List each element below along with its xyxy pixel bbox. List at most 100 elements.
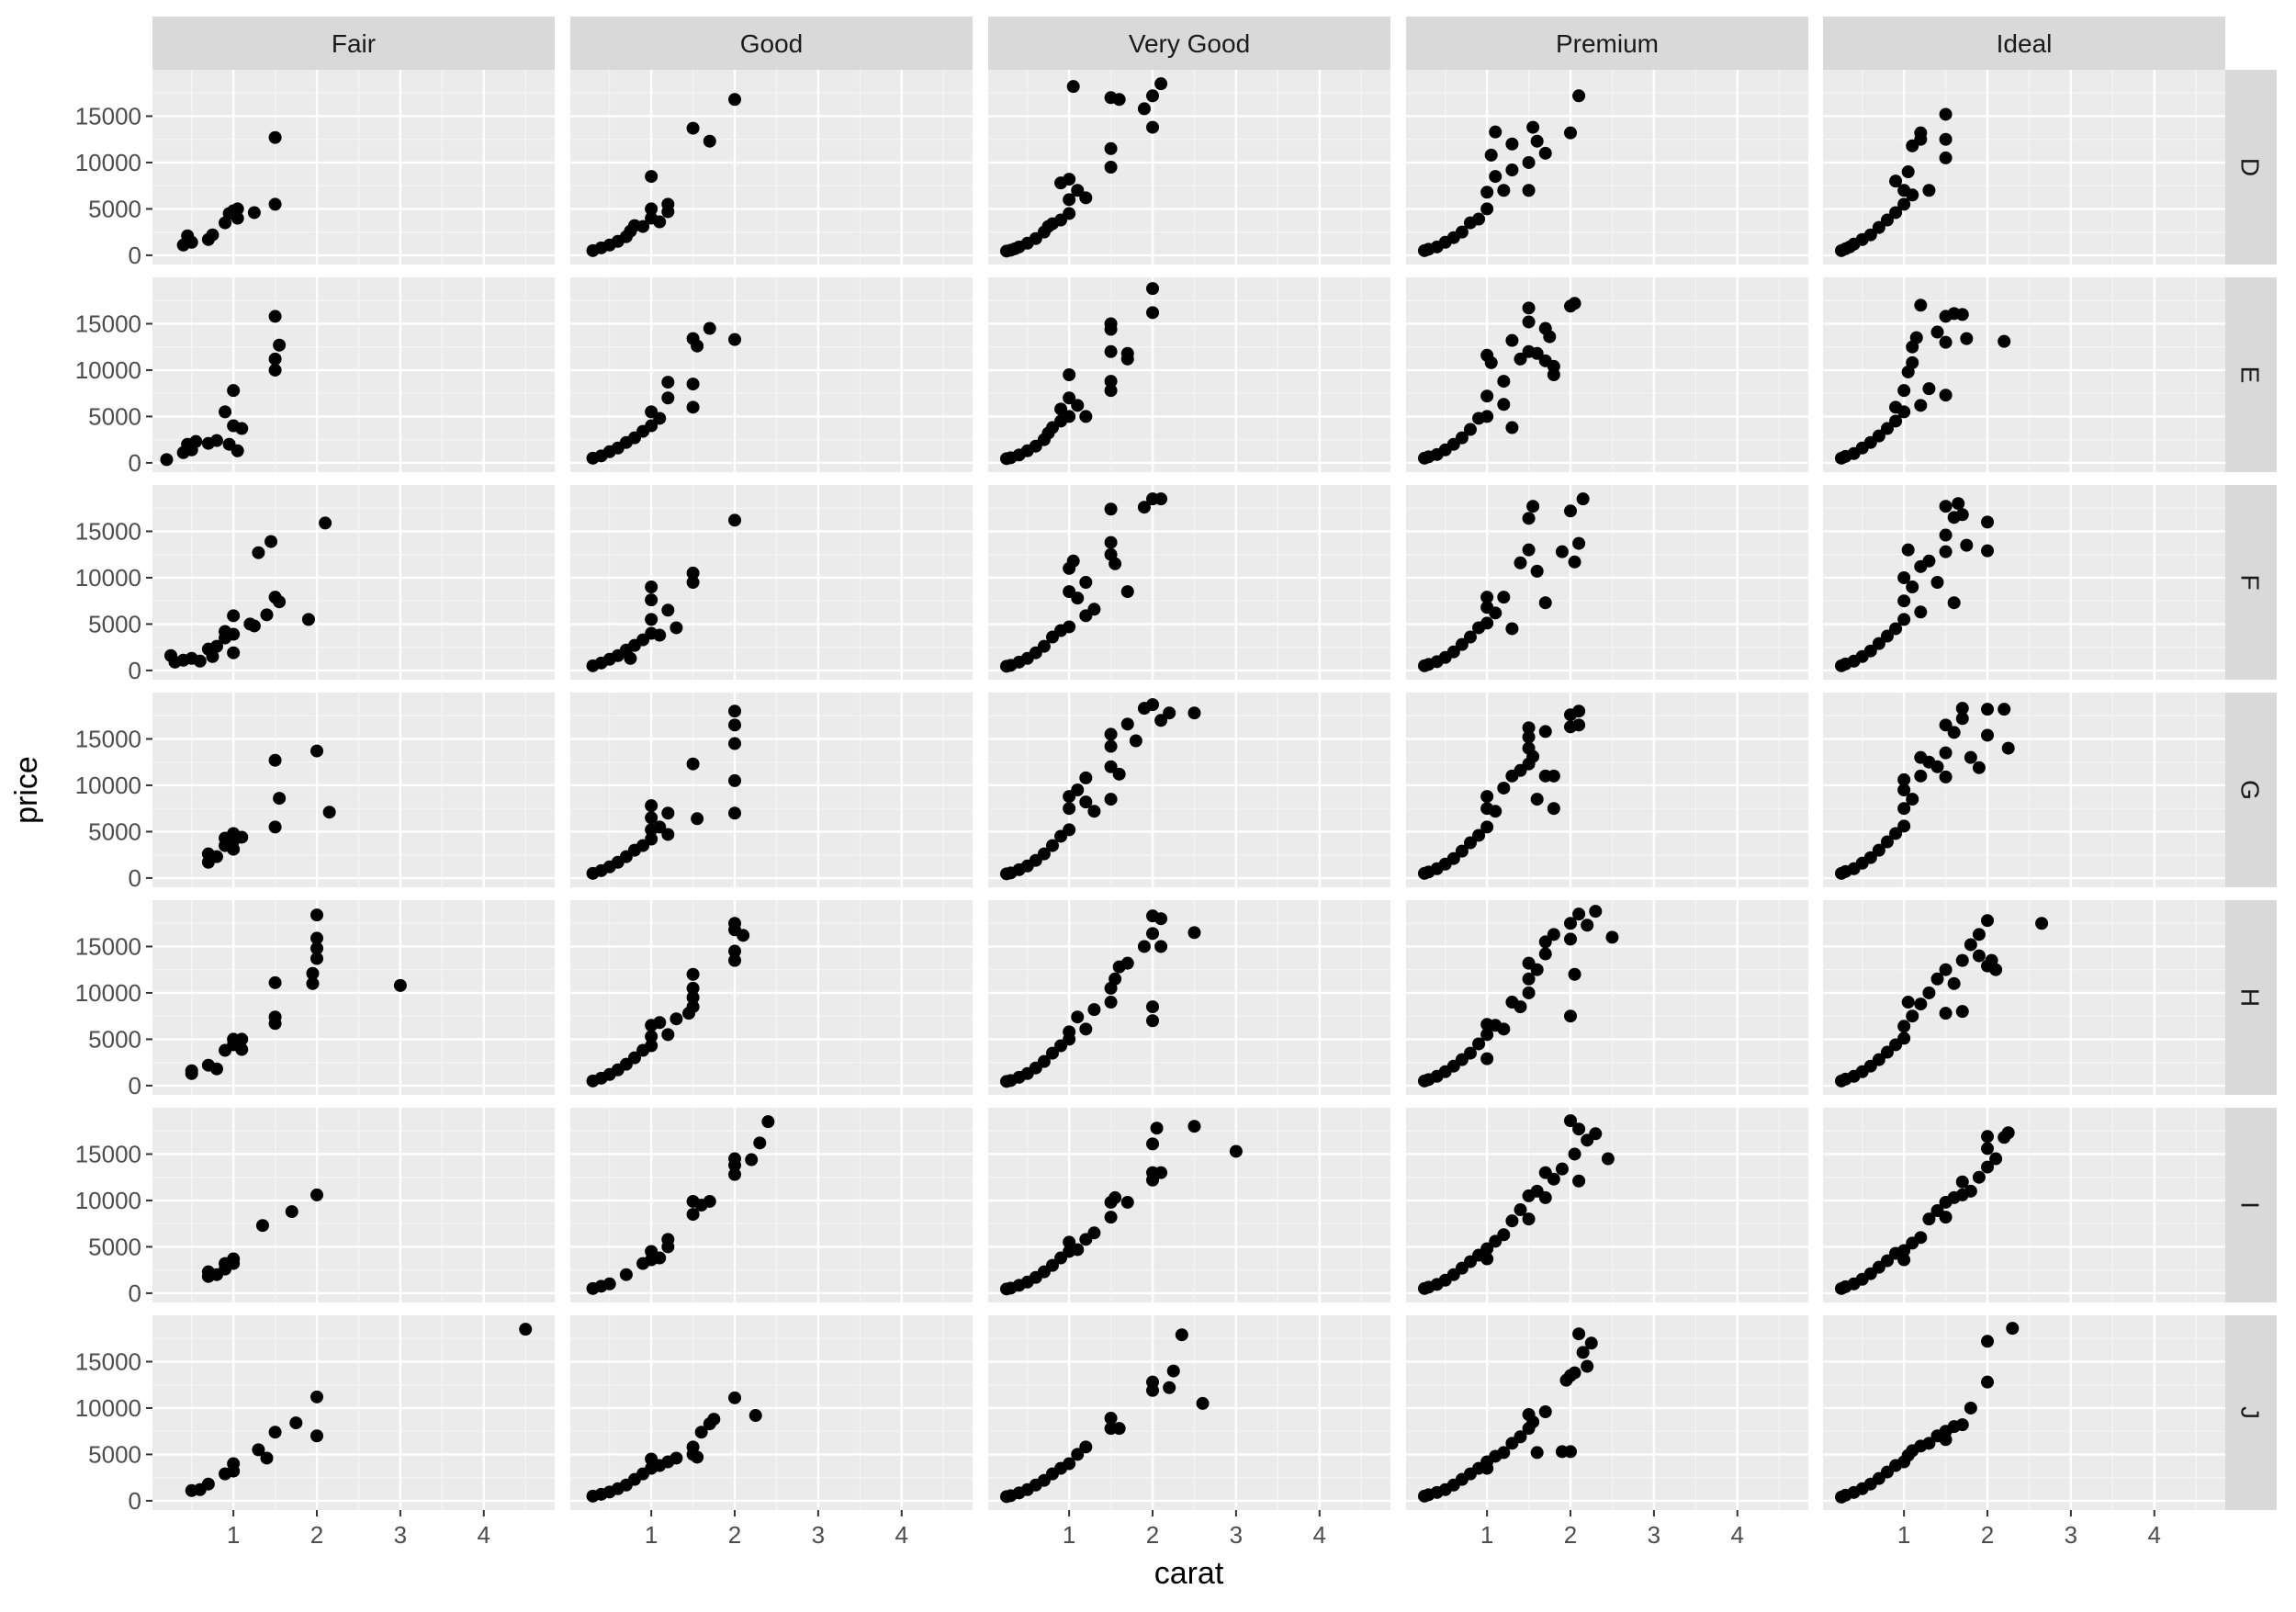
- data-point: [728, 953, 742, 967]
- data-point: [1480, 790, 1494, 804]
- data-point: [1872, 429, 1885, 443]
- col-strip-label: Good: [740, 29, 804, 58]
- data-point: [1922, 1437, 1936, 1450]
- x-tick-label: 2: [728, 1521, 741, 1549]
- data-point: [1146, 927, 1160, 941]
- data-point: [1497, 375, 1511, 389]
- data-point: [185, 235, 198, 249]
- data-point: [1972, 928, 1986, 941]
- data-point: [1981, 1375, 1995, 1389]
- data-point: [1522, 155, 1536, 169]
- data-point: [1489, 170, 1503, 184]
- data-point: [1112, 1422, 1126, 1436]
- data-point: [1964, 938, 1977, 952]
- data-point: [1480, 591, 1494, 604]
- data-point: [1530, 1446, 1544, 1460]
- data-point: [1906, 1009, 1919, 1023]
- data-point: [1071, 399, 1085, 412]
- data-point: [1897, 1031, 1911, 1045]
- data-point: [273, 595, 287, 609]
- row-strip: [2223, 1108, 2277, 1302]
- data-point: [1526, 120, 1540, 134]
- data-point: [1480, 202, 1494, 216]
- data-point: [247, 206, 261, 220]
- data-point: [1981, 1160, 1995, 1174]
- data-point: [1930, 760, 1944, 773]
- data-point: [1955, 1175, 1969, 1189]
- data-point: [1071, 783, 1085, 796]
- data-point: [653, 820, 667, 834]
- data-point: [653, 1251, 667, 1265]
- data-point: [691, 1450, 704, 1464]
- data-point: [1872, 220, 1885, 234]
- data-point: [1150, 1122, 1164, 1135]
- data-point: [1972, 761, 1986, 774]
- data-point: [670, 1451, 683, 1465]
- y-axis-title: price: [9, 756, 44, 824]
- data-point: [1538, 596, 1552, 610]
- data-point: [1063, 368, 1076, 381]
- data-point: [1187, 926, 1201, 940]
- data-point: [1530, 963, 1544, 976]
- y-tick-label: 5000: [88, 817, 141, 845]
- data-point: [1104, 141, 1118, 155]
- data-point: [728, 1391, 742, 1404]
- data-point: [761, 1115, 775, 1129]
- data-point: [1914, 299, 1928, 312]
- data-point: [1863, 228, 1877, 242]
- data-point: [1146, 282, 1160, 296]
- data-point: [235, 422, 249, 435]
- data-point: [1564, 504, 1578, 518]
- data-point: [1572, 718, 1586, 732]
- data-point: [1939, 770, 1953, 783]
- data-point: [1120, 585, 1134, 599]
- data-point: [1906, 188, 1919, 202]
- data-point: [1522, 986, 1536, 999]
- x-tick-label: 2: [1146, 1521, 1159, 1549]
- data-point: [661, 806, 675, 820]
- data-point: [1530, 346, 1544, 360]
- data-point: [1087, 1226, 1101, 1240]
- data-point: [728, 93, 742, 107]
- data-point: [1960, 332, 1974, 345]
- data-point: [1129, 734, 1142, 748]
- x-tick-label: 1: [1063, 1521, 1075, 1549]
- y-tick-label: 10000: [75, 979, 141, 1007]
- data-point: [1568, 967, 1581, 981]
- x-tick-label: 2: [1981, 1521, 1994, 1549]
- data-point: [1489, 125, 1503, 139]
- data-point: [602, 1277, 616, 1291]
- data-point: [227, 384, 241, 398]
- data-point: [1063, 410, 1076, 423]
- data-point: [686, 1440, 700, 1454]
- y-tick-label: 15000: [75, 1347, 141, 1375]
- data-point: [306, 976, 320, 990]
- y-tick-label: 0: [129, 657, 141, 684]
- data-point: [691, 812, 704, 826]
- data-point: [310, 1188, 324, 1201]
- data-point: [1045, 1258, 1059, 1272]
- data-point: [1104, 739, 1118, 753]
- data-point: [1071, 1243, 1085, 1257]
- data-point: [1526, 750, 1540, 763]
- data-point: [1897, 1253, 1911, 1267]
- y-tick-label: 0: [129, 242, 141, 269]
- data-point: [1522, 315, 1536, 329]
- data-point: [1897, 802, 1911, 816]
- data-point: [661, 828, 675, 841]
- data-point: [1939, 151, 1953, 164]
- data-point: [231, 202, 244, 216]
- data-point: [1605, 930, 1619, 944]
- data-point: [694, 1426, 708, 1439]
- data-point: [1484, 355, 1498, 369]
- data-point: [1572, 705, 1586, 718]
- data-point: [1497, 781, 1511, 795]
- row-strip-label: I: [2236, 1201, 2265, 1209]
- data-point: [686, 967, 700, 981]
- data-point: [728, 944, 742, 958]
- data-point: [728, 718, 742, 732]
- y-tick-label: 10000: [75, 564, 141, 592]
- data-point: [728, 923, 742, 937]
- data-point: [1589, 1127, 1603, 1141]
- data-point: [1863, 851, 1877, 864]
